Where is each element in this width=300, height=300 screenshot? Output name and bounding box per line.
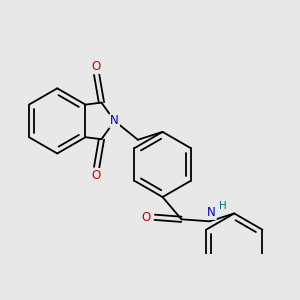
Text: N: N bbox=[207, 206, 216, 219]
Text: O: O bbox=[91, 60, 101, 73]
Text: O: O bbox=[141, 211, 150, 224]
Text: O: O bbox=[91, 169, 101, 182]
Text: H: H bbox=[219, 201, 226, 211]
Text: N: N bbox=[110, 114, 119, 128]
